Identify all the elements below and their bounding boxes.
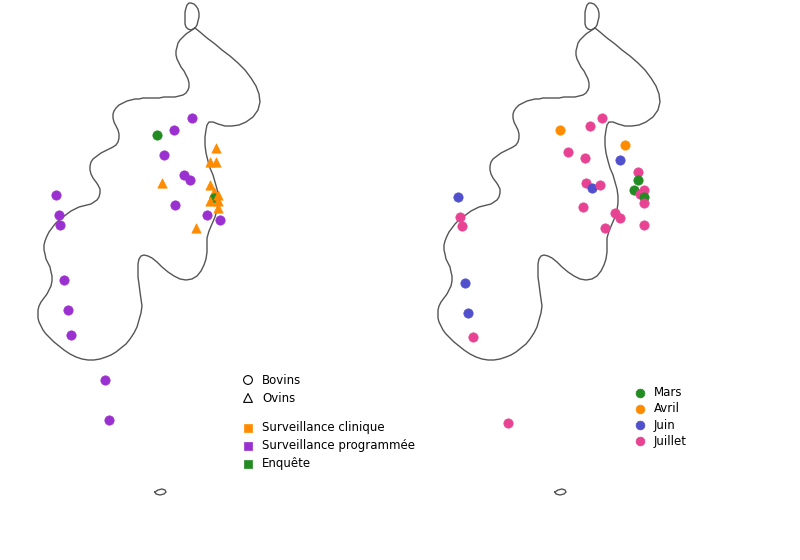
Point	[634, 437, 646, 446]
Point	[634, 421, 646, 430]
Point	[586, 184, 598, 193]
Point	[155, 179, 169, 188]
Point	[214, 216, 226, 225]
Polygon shape	[38, 28, 260, 360]
Point	[203, 157, 216, 166]
Point	[53, 211, 66, 220]
Point	[456, 222, 469, 231]
Point	[102, 416, 115, 424]
Point	[58, 276, 70, 284]
Point	[609, 208, 622, 217]
Point	[634, 389, 646, 398]
Point	[578, 153, 591, 162]
Point	[50, 190, 62, 199]
Point	[201, 211, 214, 220]
Point	[638, 199, 650, 208]
Point	[458, 278, 471, 287]
Point	[242, 460, 254, 469]
Point	[169, 200, 182, 209]
Text: Enquête: Enquête	[262, 458, 311, 470]
Point	[554, 125, 566, 134]
Point	[502, 418, 514, 427]
Point	[577, 203, 590, 212]
Point	[184, 175, 197, 184]
Text: Avril: Avril	[654, 403, 680, 416]
Point	[242, 441, 254, 450]
Text: Juillet: Juillet	[654, 435, 687, 447]
Polygon shape	[585, 3, 599, 30]
Point	[62, 306, 74, 315]
Point	[150, 130, 163, 139]
Point	[168, 125, 181, 134]
Point	[634, 404, 646, 413]
Point	[98, 376, 111, 385]
Point	[632, 175, 645, 184]
Point	[614, 156, 626, 165]
Point	[451, 193, 464, 202]
Point	[211, 203, 224, 212]
Text: Bovins: Bovins	[262, 374, 302, 386]
Point	[203, 197, 216, 206]
Point	[632, 167, 645, 176]
Text: Mars: Mars	[654, 386, 682, 399]
Point	[158, 151, 170, 160]
Point	[579, 179, 592, 188]
Point	[242, 376, 254, 385]
Text: Surveillance programmée: Surveillance programmée	[262, 440, 415, 452]
Point	[203, 180, 216, 189]
Point	[208, 194, 221, 203]
Point	[634, 189, 646, 198]
Point	[178, 170, 190, 179]
Point	[584, 122, 597, 130]
Point	[186, 114, 198, 123]
Point	[562, 147, 574, 156]
Polygon shape	[155, 489, 166, 495]
Point	[466, 333, 479, 342]
Point	[65, 330, 78, 339]
Point	[454, 213, 466, 222]
Point	[208, 188, 221, 197]
Point	[190, 223, 202, 232]
Point	[211, 190, 224, 199]
Text: Juin: Juin	[654, 418, 676, 432]
Point	[595, 114, 609, 123]
Point	[627, 185, 640, 194]
Text: Surveillance clinique: Surveillance clinique	[262, 422, 385, 435]
Polygon shape	[185, 3, 199, 30]
Point	[242, 423, 254, 432]
Point	[638, 221, 650, 230]
Point	[614, 213, 626, 222]
Point	[618, 141, 631, 150]
Polygon shape	[438, 28, 660, 360]
Point	[638, 185, 650, 194]
Point	[638, 193, 650, 202]
Point	[54, 221, 66, 230]
Point	[242, 394, 254, 403]
Text: Ovins: Ovins	[262, 391, 295, 404]
Point	[210, 157, 222, 166]
Point	[210, 143, 222, 152]
Point	[462, 309, 474, 318]
Polygon shape	[555, 489, 566, 495]
Point	[211, 197, 224, 206]
Point	[598, 223, 611, 232]
Point	[594, 180, 606, 189]
